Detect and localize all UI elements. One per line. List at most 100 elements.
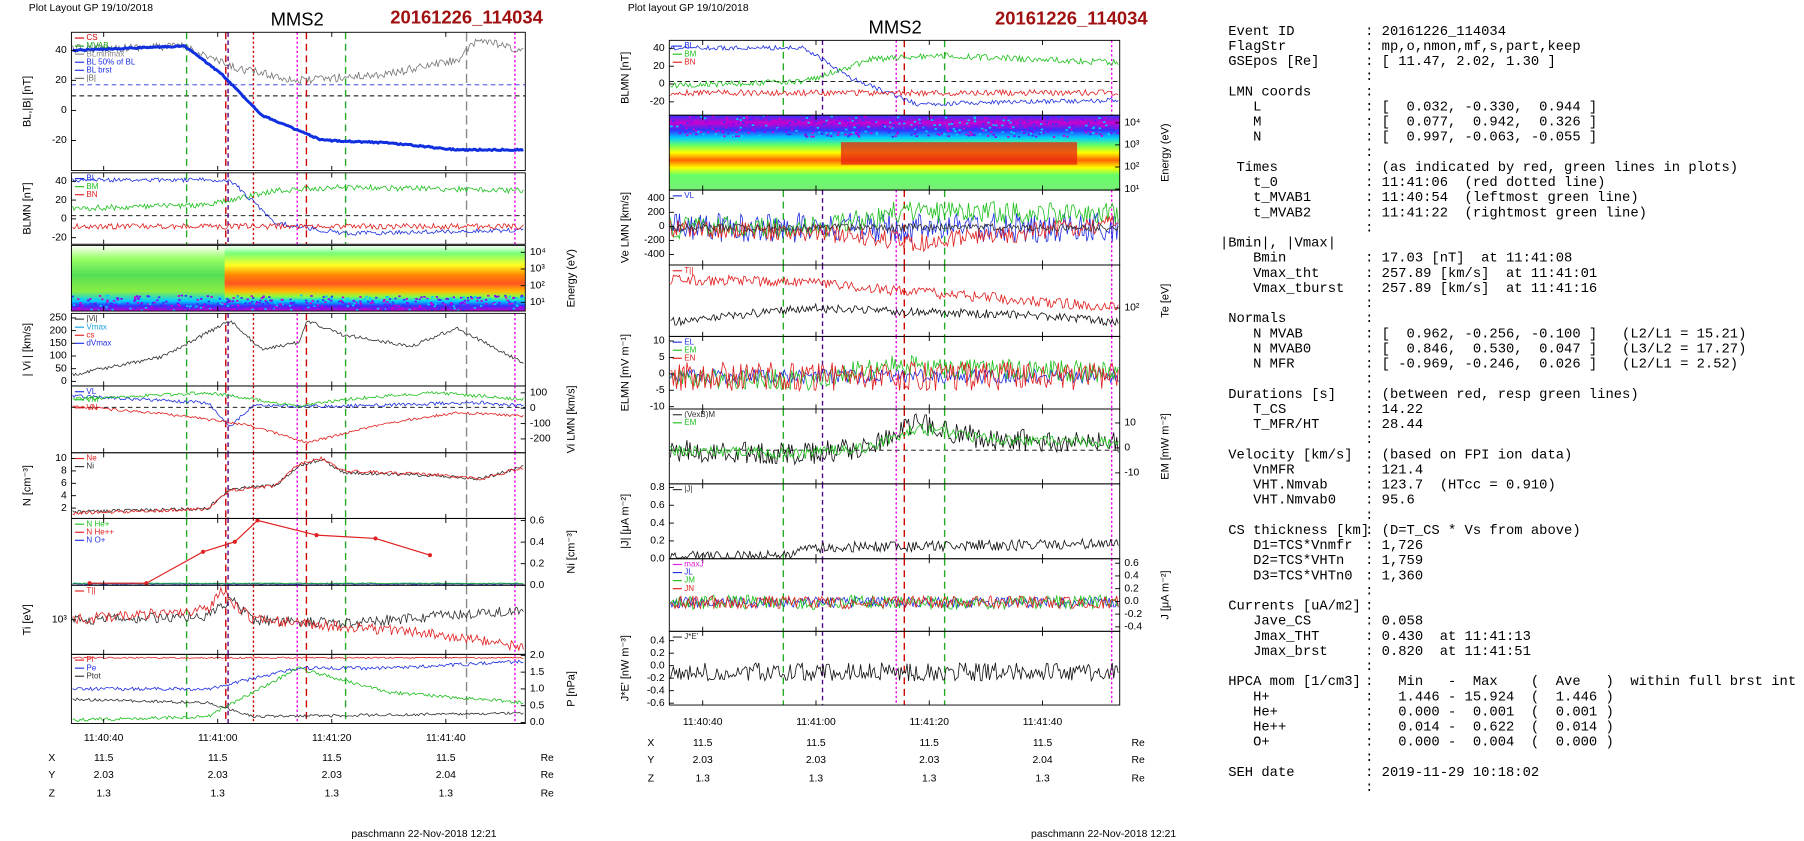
- spectrogram-speck: [426, 298, 429, 301]
- spectrogram-speck: [857, 134, 860, 137]
- spectrogram-speck: [1107, 132, 1110, 135]
- spectrogram-speck: [1051, 123, 1055, 125]
- spectrogram-speck: [967, 125, 970, 128]
- legend-label: BL: [86, 174, 96, 183]
- position-value: 2.03: [322, 770, 342, 781]
- position-value: 2.03: [208, 770, 228, 781]
- legend-label: VN: [86, 403, 97, 412]
- spectrogram-speck: [312, 306, 315, 309]
- spectrogram-speck: [914, 129, 917, 132]
- spectrogram-speck: [988, 126, 992, 129]
- spectrogram-speck: [1040, 128, 1044, 131]
- spectrogram-speck: [244, 302, 247, 305]
- position-value: 11.5: [1033, 738, 1053, 749]
- spectrogram-speck: [1035, 135, 1038, 138]
- spectrogram-speck: [759, 117, 763, 120]
- spectrogram-speck: [359, 300, 362, 303]
- spectrogram-speck: [745, 117, 749, 120]
- spectrogram-speck: [508, 303, 511, 305]
- summary-value: : 123.7 (HTcc = 0.910): [1365, 478, 1556, 494]
- spectrogram-speck: [711, 115, 715, 118]
- spectrogram-speck: [913, 120, 917, 123]
- y-tick-label: 0.0: [650, 660, 665, 671]
- spectrogram-speck: [1035, 120, 1039, 123]
- summary-key: D3=TCS*VHTn0: [1220, 568, 1353, 584]
- spectrogram-speck: [515, 304, 519, 307]
- spectrogram-speck: [386, 301, 389, 303]
- spectrogram-speck: [940, 132, 943, 135]
- spectrogram-speck: [730, 125, 734, 128]
- spectrogram-speck: [264, 298, 268, 301]
- legend-label: EM: [684, 418, 696, 427]
- summary-value: : [ 0.032, -0.330, 0.944 ]: [1365, 99, 1597, 115]
- legend-label: EN: [684, 353, 695, 362]
- panel-frame: [70, 31, 526, 171]
- spectrogram-speck: [194, 307, 197, 310]
- spectrogram-speck: [202, 305, 205, 308]
- spectrogram-speck: [844, 120, 847, 123]
- spectrogram-speck: [386, 295, 389, 298]
- spectrogram-speck: [729, 135, 733, 138]
- spectrogram-speck: [505, 296, 508, 299]
- spectrogram-speck: [459, 302, 462, 305]
- spectrogram-speck: [1046, 130, 1050, 133]
- spectrogram-speck: [740, 135, 743, 137]
- spectrogram-speck: [887, 131, 891, 134]
- trace: [670, 273, 1119, 311]
- summary-key: M: [1220, 115, 1261, 131]
- y-tick-label: 10: [1124, 418, 1136, 429]
- spectrogram-speck: [316, 300, 319, 303]
- spectrogram-speck: [356, 308, 359, 311]
- spectrogram-speck: [986, 135, 990, 137]
- spectrogram-speck: [470, 297, 474, 300]
- spectrogram-speck: [808, 116, 811, 119]
- spectrogram-speck: [294, 304, 298, 306]
- summary-value: :: [1365, 659, 1373, 675]
- spectrogram-speck: [78, 307, 81, 309]
- spectrogram-speck: [120, 298, 123, 300]
- spectrogram-speck: [763, 130, 766, 133]
- spectrogram-speck: [176, 302, 180, 305]
- legend-label: JL: [684, 568, 693, 577]
- y-axis-label: BL,|B| [nT]: [22, 76, 34, 127]
- spectrogram-speck: [467, 309, 471, 312]
- trace-point: [144, 581, 149, 586]
- spectrogram-speck: [445, 297, 448, 300]
- trace-point: [200, 549, 206, 554]
- spectrogram-speck: [813, 116, 817, 118]
- spectrogram-speck: [167, 307, 170, 310]
- spectrogram-speck: [493, 303, 497, 305]
- summary-value: :: [1365, 145, 1373, 161]
- y-tick-label: 0.6: [1124, 558, 1139, 569]
- legend-label: CS: [86, 33, 97, 42]
- spectrogram-speck: [897, 116, 900, 119]
- y-tick-label: 10²: [530, 280, 546, 291]
- spacecraft-title: MMS2: [868, 17, 921, 38]
- spectrogram-speck: [915, 135, 918, 138]
- spectrogram-speck: [679, 130, 682, 133]
- summary-value: :: [1365, 583, 1373, 599]
- trace: [670, 52, 1119, 89]
- summary-value: : [ 0.846, 0.530, 0.047 ] (L3/L2 = 17.27…: [1365, 341, 1746, 357]
- spectrogram-speck: [437, 298, 440, 301]
- y-tick-label: -400: [644, 249, 665, 260]
- spectrogram-speck: [954, 130, 957, 132]
- spectrogram-speck: [1010, 131, 1013, 133]
- spectrogram-speck: [947, 135, 950, 138]
- spectrogram-speck: [1089, 133, 1092, 136]
- panel-frame: [668, 630, 1121, 706]
- spectrogram-speck: [853, 120, 856, 123]
- spectrogram-speck: [1005, 121, 1008, 124]
- spectrogram-speck: [864, 130, 867, 133]
- spectrogram-speck: [786, 124, 789, 127]
- spectrogram-speck: [365, 295, 368, 298]
- y-tick-label: 0: [61, 376, 67, 387]
- spectrogram-speck: [1040, 123, 1043, 125]
- spectrogram-speck: [804, 133, 807, 135]
- legend-label: JM: [684, 576, 695, 585]
- trace: [72, 320, 524, 377]
- spectrogram-speck: [200, 298, 203, 300]
- spectrogram-speck: [246, 298, 249, 301]
- spectrogram-speck: [751, 117, 754, 120]
- spectrogram-speck: [289, 298, 292, 301]
